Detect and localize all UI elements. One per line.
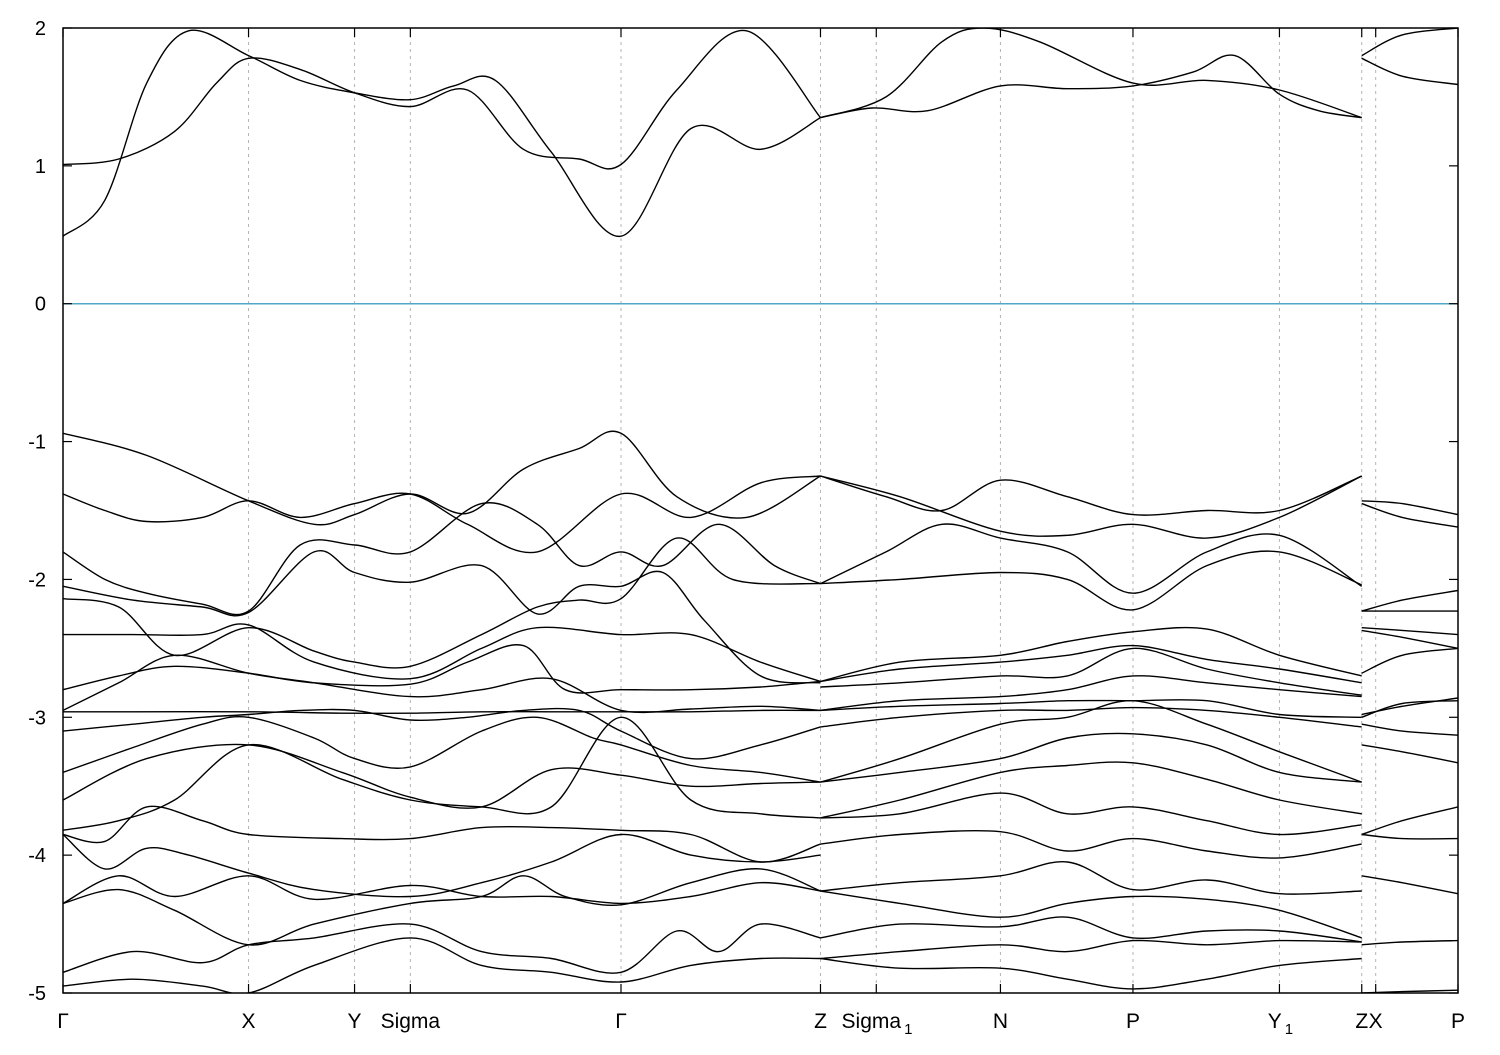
y-tick-label-0: 2: [35, 18, 46, 40]
band-line-25: [820, 523, 1363, 594]
band-line-1: [63, 29, 822, 170]
band-line-42: [820, 957, 1362, 990]
band-line-9: [63, 623, 821, 683]
band-line-15: [63, 743, 821, 809]
band-line-45: [1361, 500, 1458, 516]
band-line-26: [820, 550, 1362, 611]
y-tick-label-7: -5: [28, 983, 46, 1005]
x-axis-ticks: Γ X Y Sigma Γ Z Sigma 1 N P Y 1 Z X P: [57, 28, 1465, 1038]
band-line-53: [1361, 700, 1458, 718]
x-tick-label-11: X: [1369, 1010, 1383, 1033]
band-line-55: [1361, 744, 1458, 764]
band-line-44: [1361, 57, 1458, 86]
band-line-34: [820, 732, 1362, 783]
band-line-47: [1361, 589, 1458, 612]
band-line-18: [63, 833, 821, 898]
band-line-17: [63, 805, 821, 863]
band-line-0: [63, 29, 821, 237]
band-line-58: [1361, 875, 1458, 895]
band-line-56: [1361, 806, 1458, 836]
band-line-43: [1361, 28, 1458, 57]
band-line-30: [820, 675, 1362, 712]
band-line-28: [820, 644, 1362, 684]
band-line-11: [63, 654, 821, 714]
band-line-19: [63, 875, 821, 905]
band-lines: [63, 28, 1458, 993]
y-tick-label-4: -2: [28, 569, 46, 591]
plot-frame: [62, 27, 1459, 994]
band-line-10: [63, 644, 821, 694]
y-axis-ticks: 2 1 0 -1 -2 -3 -4 -5: [28, 18, 1458, 1005]
band-line-38: [820, 861, 1362, 895]
band-line-23: [820, 475, 1362, 516]
band-line-13: [63, 707, 821, 760]
band-line-16: [63, 716, 821, 831]
band-line-41: [820, 939, 1362, 960]
band-line-6: [63, 502, 821, 616]
band-line-24: [820, 475, 1363, 539]
x-tick-label-4: Γ: [615, 1010, 627, 1033]
band-line-12: [63, 709, 821, 715]
band-line-49: [1361, 627, 1458, 636]
band-line-7: [63, 549, 821, 684]
band-line-57: [1361, 833, 1458, 840]
x-tick-label-12: P: [1451, 1010, 1465, 1033]
band-line-36: [820, 792, 1362, 836]
x-tick-label-10: Z: [1355, 1010, 1368, 1033]
y-tick-label-6: -4: [28, 845, 46, 867]
band-line-50: [1361, 629, 1458, 650]
x-tick-label-2: Y: [348, 1010, 362, 1033]
x-tick-label-5: Z: [814, 1010, 827, 1033]
band-line-54: [1361, 723, 1458, 736]
band-line-52: [1361, 697, 1458, 716]
band-line-22: [63, 937, 821, 993]
band-line-35: [820, 761, 1362, 819]
band-line-51: [1361, 647, 1458, 674]
band-line-14: [63, 715, 821, 783]
x-tick-label-7: N: [993, 1010, 1008, 1033]
x-tick-label-0: Γ: [57, 1010, 69, 1033]
y-tick-label-1: 1: [35, 156, 46, 178]
band-line-31: [820, 698, 1362, 718]
band-line-5: [63, 475, 821, 554]
y-tick-label-3: -1: [28, 432, 46, 454]
band-line-37: [820, 830, 1362, 859]
band-line-2: [820, 54, 1362, 119]
band-line-20: [63, 868, 821, 946]
band-line-33: [820, 699, 1362, 783]
y-tick-label-5: -3: [28, 707, 46, 729]
band-line-39: [820, 890, 1362, 939]
band-line-4: [63, 430, 821, 526]
band-line-27: [820, 626, 1362, 683]
band-line-46: [1361, 502, 1458, 528]
x-tick-label-3: Sigma: [381, 1010, 441, 1033]
y-tick-label-2: 0: [35, 294, 46, 316]
band-line-21: [63, 923, 821, 974]
x-tick-label-8: P: [1126, 1010, 1140, 1033]
band-line-40: [820, 916, 1362, 943]
x-tick-label-1: X: [242, 1010, 256, 1033]
band-line-3: [820, 28, 1362, 119]
band-line-59: [1361, 939, 1458, 946]
x-tick-label-6: Sigma 1: [842, 1010, 913, 1038]
band-line-29: [820, 647, 1362, 696]
